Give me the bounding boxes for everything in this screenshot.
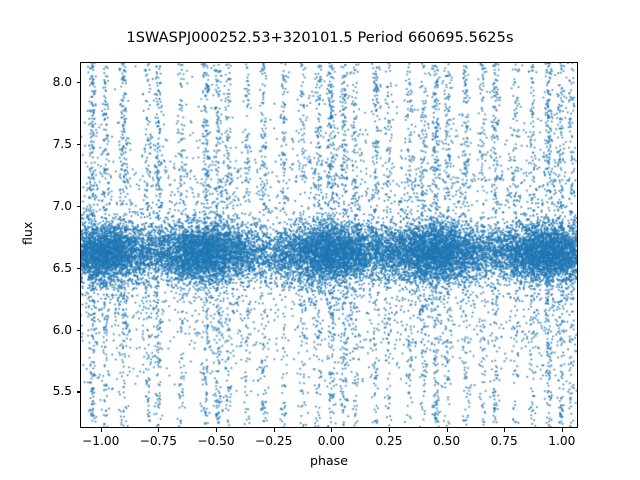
x-tick-label: 0.75 bbox=[490, 434, 518, 448]
y-tick-mark bbox=[76, 81, 80, 83]
x-tick-label: 0.25 bbox=[375, 434, 403, 448]
y-tick-label: 6.5 bbox=[52, 260, 72, 275]
y-tick-label: 7.0 bbox=[52, 198, 72, 213]
x-tick-label: 0.00 bbox=[317, 434, 345, 448]
y-tick-label: 6.0 bbox=[52, 322, 72, 337]
x-tick-mark bbox=[100, 428, 102, 432]
chart-title: 1SWASPJ000252.53+320101.5 Period 660695.… bbox=[126, 30, 514, 46]
y-tick-label: 7.5 bbox=[52, 136, 72, 151]
x-tick-mark bbox=[158, 428, 160, 432]
x-tick-mark bbox=[446, 428, 448, 432]
x-tick-label: −0.75 bbox=[139, 434, 178, 448]
y-tick-mark bbox=[76, 143, 80, 145]
y-tick-mark bbox=[76, 391, 80, 393]
x-tick-label: −0.50 bbox=[197, 434, 235, 448]
y-axis-label: flux bbox=[20, 221, 35, 245]
x-tick-label: −1.00 bbox=[82, 434, 120, 448]
x-tick-label: 0.50 bbox=[433, 434, 461, 448]
x-tick-mark bbox=[273, 428, 275, 432]
x-tick-label: 1.00 bbox=[548, 434, 576, 448]
y-tick-mark bbox=[76, 267, 80, 269]
y-tick-label: 8.0 bbox=[52, 74, 72, 89]
x-tick-mark bbox=[504, 428, 506, 432]
plot-axes bbox=[80, 62, 578, 428]
x-tick-mark bbox=[331, 428, 333, 432]
x-tick-mark bbox=[216, 428, 218, 432]
x-tick-label: −0.25 bbox=[254, 434, 293, 448]
y-tick-mark bbox=[76, 329, 80, 331]
y-tick-label: 5.5 bbox=[52, 384, 72, 399]
x-tick-mark bbox=[561, 428, 563, 432]
y-tick-mark bbox=[76, 205, 80, 207]
x-axis-label: phase bbox=[309, 453, 348, 468]
scatter-plot-canvas bbox=[81, 63, 577, 427]
x-tick-mark bbox=[388, 428, 391, 432]
